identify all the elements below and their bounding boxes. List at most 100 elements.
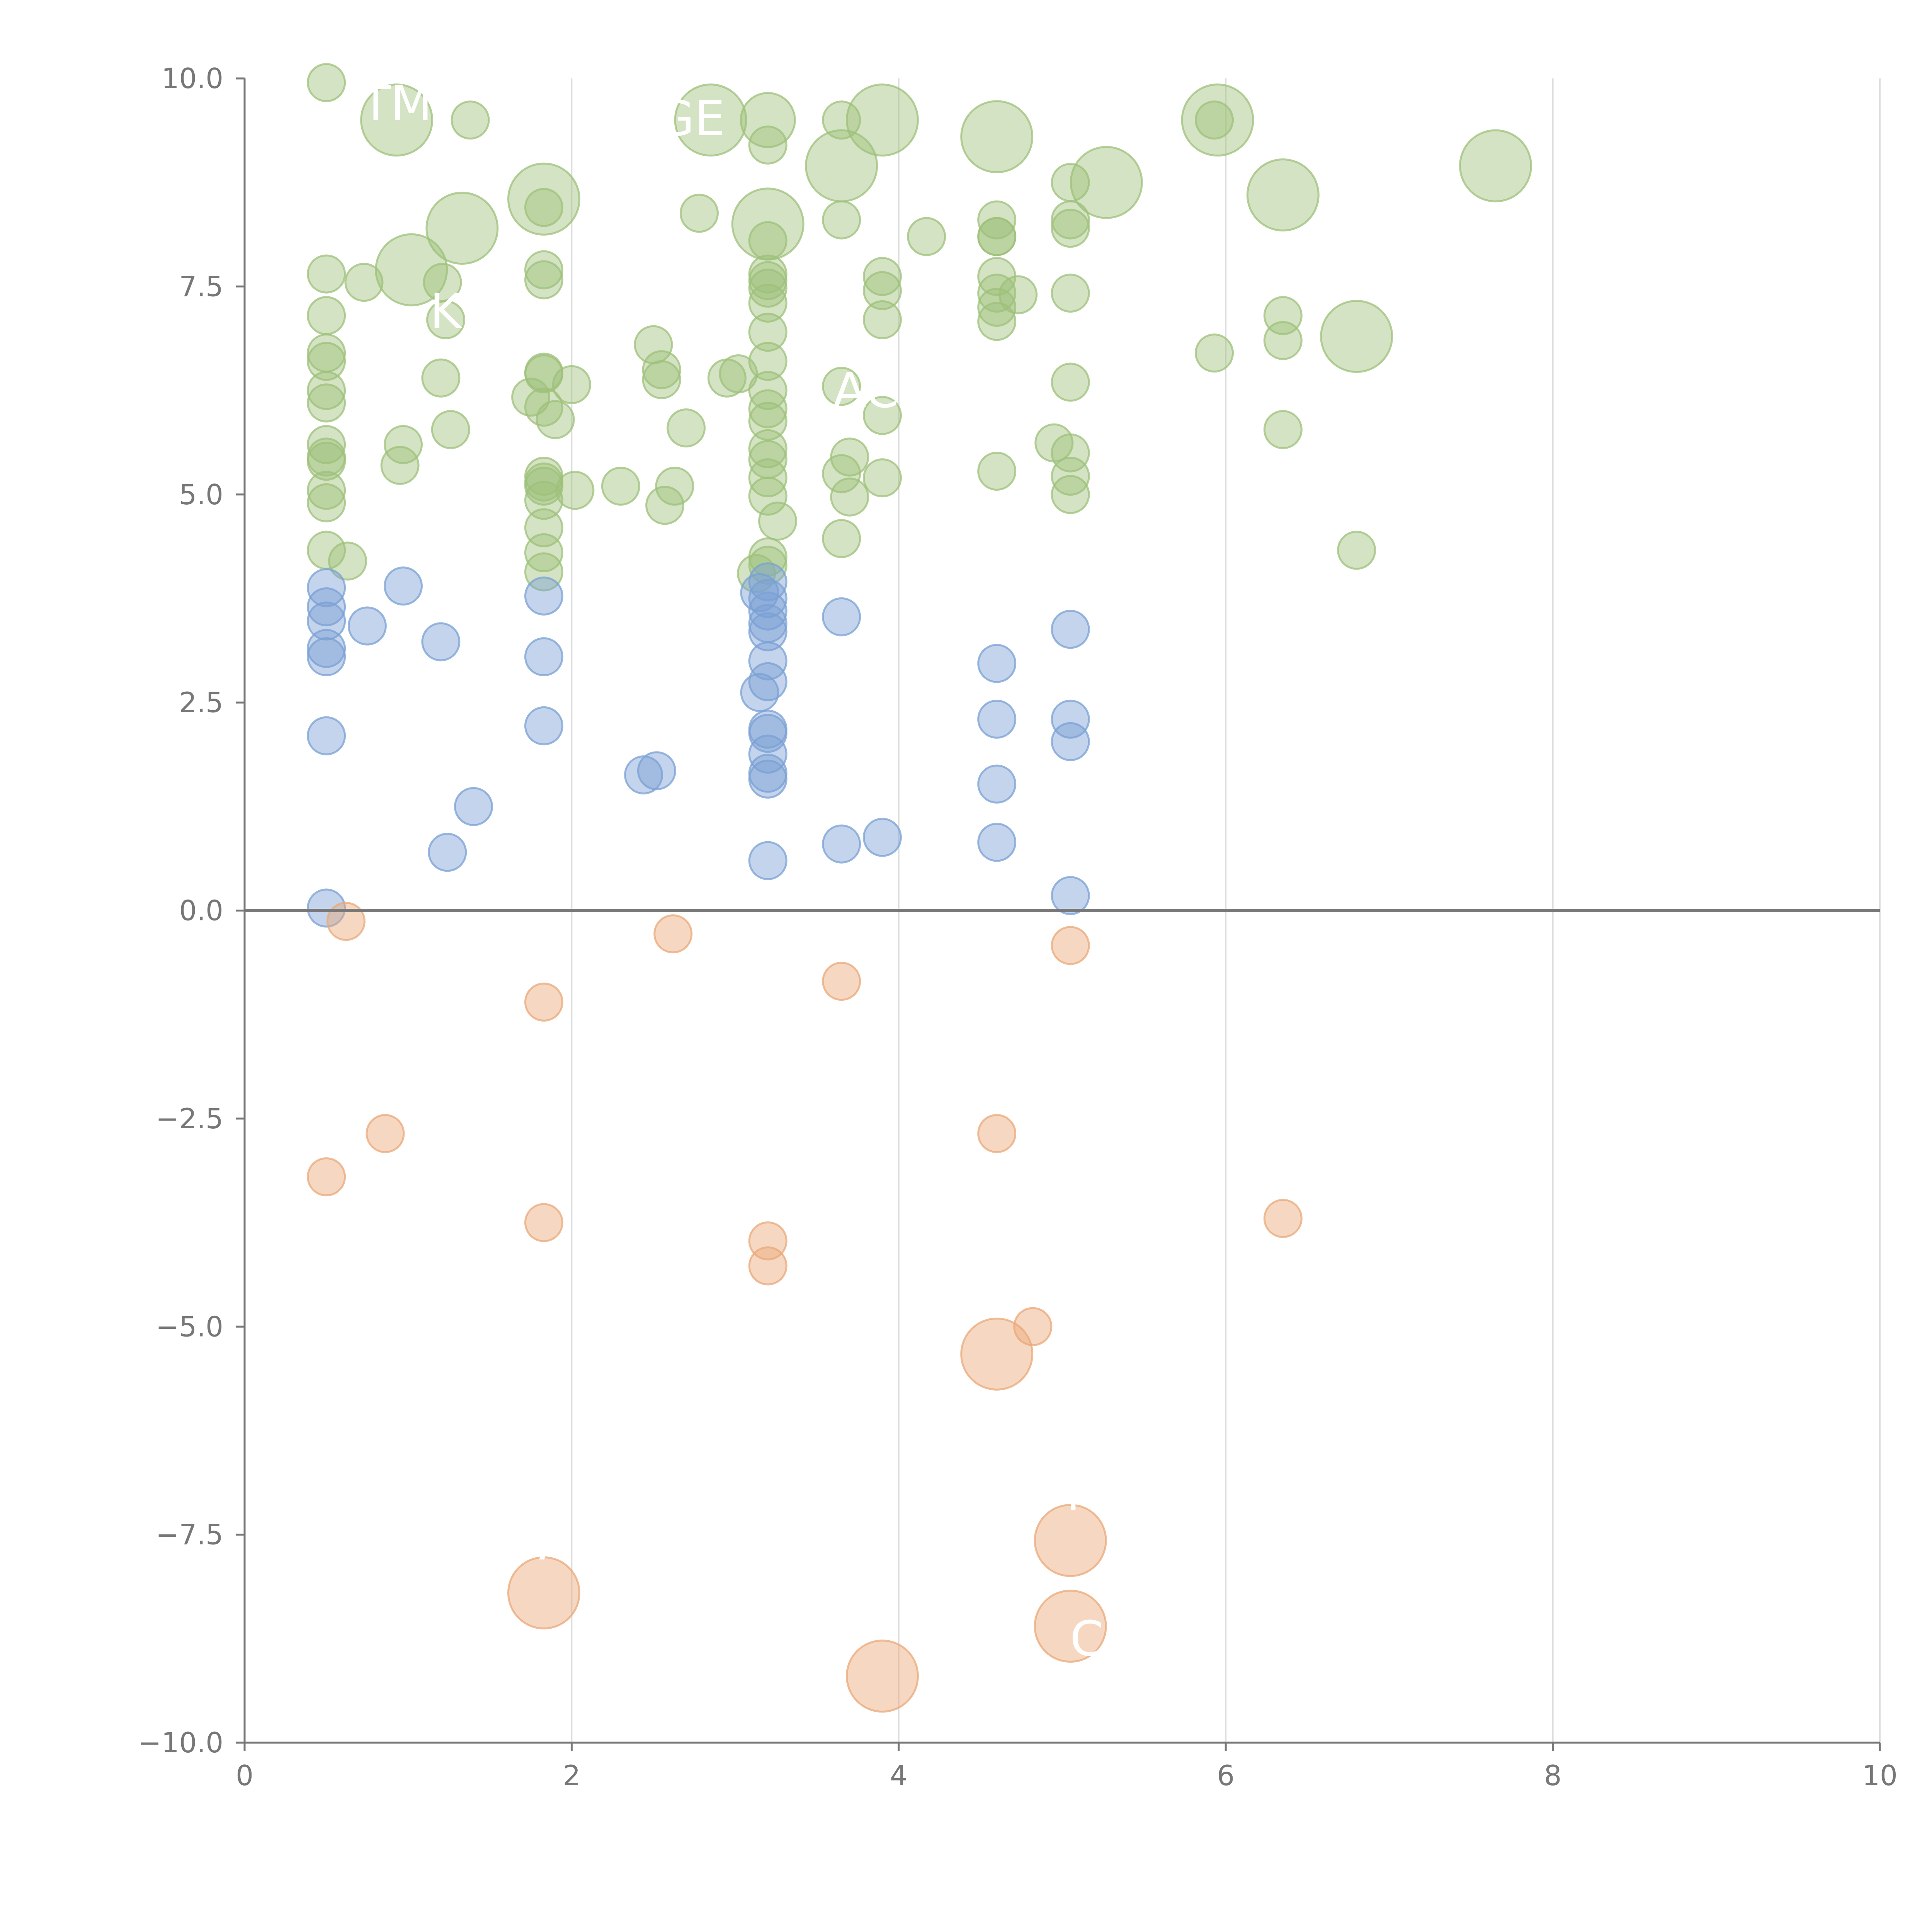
- data-point: [822, 519, 861, 558]
- x-tick-label: 2: [563, 1759, 580, 1792]
- data-point: [384, 566, 423, 606]
- data-point: [862, 818, 902, 857]
- x-tick-label: 8: [1544, 1759, 1562, 1792]
- x-tick-label: 0: [236, 1759, 253, 1792]
- data-point: [524, 552, 563, 592]
- data-point: [524, 250, 563, 289]
- data-point: [830, 477, 869, 517]
- data-point: [748, 401, 787, 441]
- data-point: [642, 360, 681, 400]
- data-point: [748, 476, 787, 516]
- data-point: [748, 313, 787, 352]
- x-tick-label: 4: [890, 1759, 908, 1792]
- data-point: [1263, 1199, 1303, 1238]
- data-point: [624, 755, 663, 794]
- data-point: [645, 486, 685, 525]
- data-point: [653, 914, 693, 954]
- data-point: [326, 901, 366, 941]
- y-tick-label: −7.5: [156, 1519, 223, 1551]
- data-point: [1051, 209, 1090, 248]
- data-point: [822, 824, 861, 864]
- data-point: [524, 466, 563, 506]
- y-tick-label: 7.5: [179, 270, 223, 303]
- data-point: [805, 129, 878, 202]
- data-point: [524, 388, 563, 427]
- data-point: [822, 367, 861, 406]
- data-point: [977, 644, 1017, 683]
- data-point: [862, 257, 902, 296]
- data-point: [707, 358, 747, 398]
- y-tick-label: 10.0: [162, 62, 223, 95]
- data-point: [748, 429, 787, 468]
- data-point: [421, 622, 461, 662]
- data-point: [1034, 1590, 1107, 1663]
- data-point: [748, 612, 787, 651]
- data-point: [822, 962, 861, 1001]
- data-point: [347, 606, 387, 646]
- data-point: [307, 483, 346, 522]
- data-point: [960, 1317, 1034, 1391]
- data-point: [1195, 333, 1234, 373]
- y-tick-label: −5.0: [156, 1310, 223, 1343]
- data-point: [862, 458, 902, 498]
- data-point: [758, 502, 798, 541]
- data-point: [862, 271, 902, 310]
- data-point: [344, 263, 384, 302]
- data-point: [679, 194, 719, 233]
- data-point: [601, 466, 640, 506]
- data-point: [1051, 433, 1090, 473]
- data-point: [960, 100, 1034, 173]
- data-points: [307, 63, 1532, 1713]
- data-point: [748, 125, 787, 165]
- data-point: [524, 1203, 563, 1242]
- data-point: [307, 342, 346, 381]
- x-tick-label: 10: [1862, 1759, 1898, 1792]
- data-point: [748, 562, 787, 602]
- data-point: [907, 217, 946, 256]
- data-point: [1051, 200, 1090, 240]
- data-point: [507, 1556, 580, 1629]
- data-point: [307, 716, 346, 755]
- data-point: [1181, 83, 1254, 157]
- data-point: [1051, 876, 1090, 915]
- data-point: [655, 466, 694, 506]
- data-point: [748, 283, 787, 323]
- data-point: [1051, 274, 1090, 313]
- data-point: [451, 100, 490, 140]
- point-label: TM: [361, 76, 432, 132]
- data-point: [748, 1246, 787, 1286]
- data-point: [307, 254, 346, 294]
- data-point: [524, 982, 563, 1022]
- data-point: [307, 296, 346, 335]
- point-label: GE: [657, 90, 725, 146]
- data-point: [426, 300, 466, 340]
- data-point: [555, 471, 595, 510]
- data-point: [1263, 410, 1303, 449]
- data-point: [307, 1157, 346, 1197]
- data-point: [1034, 1504, 1107, 1577]
- point-label: K: [1066, 1465, 1099, 1521]
- data-point: [740, 673, 779, 712]
- data-point: [748, 662, 787, 701]
- data-point: [1013, 1307, 1053, 1346]
- data-point: [1320, 300, 1393, 373]
- data-point: [977, 200, 1017, 240]
- data-point: [1051, 926, 1090, 965]
- y-tick-label: 0.0: [179, 895, 223, 927]
- data-point: [977, 451, 1017, 491]
- data-point: [307, 888, 346, 928]
- data-point: [307, 629, 346, 668]
- data-point: [977, 302, 1017, 341]
- data-point: [748, 269, 787, 308]
- data-point: [822, 597, 861, 636]
- data-point: [360, 83, 434, 157]
- data-point: [748, 841, 787, 880]
- data-point: [1051, 475, 1090, 514]
- data-point: [1263, 321, 1303, 360]
- data-point: [822, 454, 861, 493]
- data-point: [511, 378, 551, 417]
- data-point: [524, 637, 563, 677]
- y-tick-label: 2.5: [179, 686, 223, 719]
- data-point: [307, 601, 346, 641]
- data-point: [748, 759, 787, 799]
